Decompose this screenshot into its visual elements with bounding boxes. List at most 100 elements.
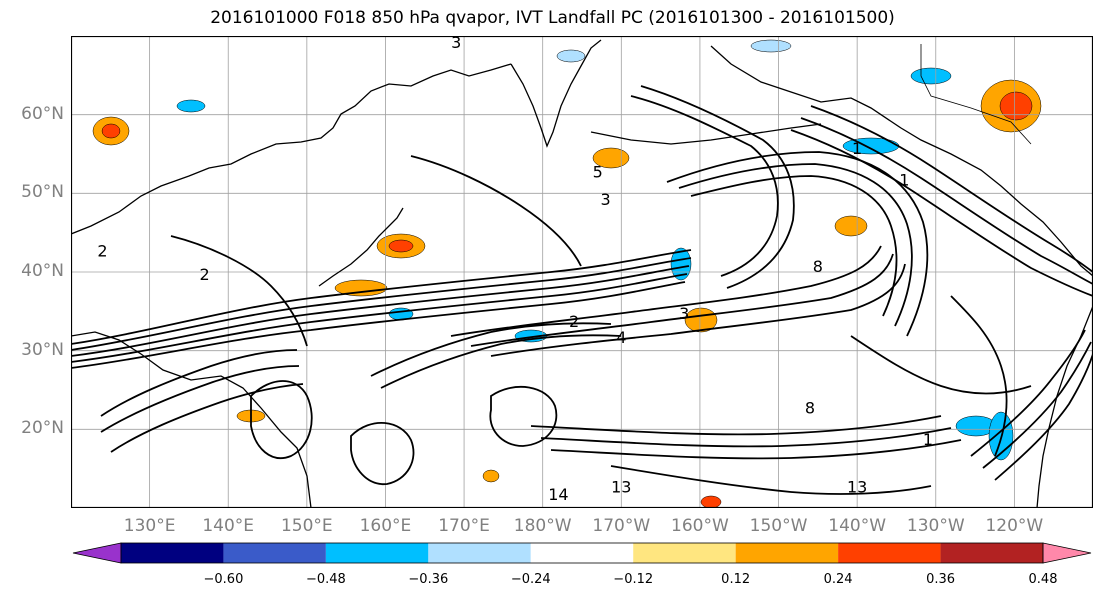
contour-labels: 3 2 2 5 3 1 1 8 2 4 3 14 1 8 13 13 — [97, 36, 933, 504]
coastline-kamchatka — [510, 39, 602, 148]
qvapor-anomaly-patch — [556, 49, 586, 63]
longitude-tick-label: 120°W — [985, 516, 1044, 536]
qvapor-anomaly-patch — [101, 123, 121, 139]
contour-label: 2 — [200, 265, 210, 284]
qvapor-anomaly-patch — [388, 239, 414, 253]
qvapor-anomaly-patch — [910, 67, 952, 85]
coastline-asia — [71, 63, 512, 235]
contour-tropic-3 — [550, 439, 962, 460]
contour-label: 3 — [451, 36, 461, 52]
contour-loop-2 — [350, 421, 415, 485]
longitude-tick-label: 140°E — [202, 516, 255, 536]
chart-title: 2016101000 F018 850 hPa qvapor, IVT Land… — [210, 8, 895, 28]
contour-jet-4 — [71, 273, 688, 363]
latitude-tick-label: 50°N — [21, 182, 64, 203]
ivt-contours — [71, 85, 1093, 495]
coastline-china — [71, 331, 312, 508]
contour-east-1 — [970, 329, 1086, 457]
colorbar-extend-min — [72, 542, 122, 564]
contour-arc-1 — [690, 175, 898, 317]
colorbar-extend-max — [1042, 542, 1092, 564]
colorbar-cell — [940, 543, 1043, 563]
contour-label: 3 — [600, 190, 610, 209]
colorbar-cell — [121, 543, 224, 563]
contour-label: 8 — [805, 399, 815, 418]
coastlines — [71, 39, 1093, 508]
colorbar-tick-label: −0.24 — [510, 572, 551, 587]
qvapor-anomaly-patch — [592, 147, 630, 169]
contour-west-1 — [100, 349, 298, 417]
contour-west-2 — [100, 365, 300, 433]
longitude-tick-label: 150°W — [749, 516, 808, 536]
contour-east-2 — [982, 341, 1092, 469]
qvapor-anomaly-patch — [750, 39, 792, 53]
contour-label: 1 — [899, 170, 909, 189]
contour-east-3 — [994, 353, 1093, 481]
colorbar-cell — [735, 543, 839, 563]
contour-jet-2 — [71, 257, 692, 351]
longitude-tick-label: 170°W — [592, 516, 651, 536]
coastline-aleutians — [590, 123, 822, 145]
contour-label: 1 — [923, 430, 933, 449]
qvapor-anomaly-patch — [834, 215, 868, 237]
contour-label: 2 — [97, 241, 107, 260]
contour-label: 2 — [569, 312, 579, 331]
colorbar-tick-label: −0.60 — [203, 572, 244, 587]
contour-arc-3 — [666, 151, 929, 337]
colorbar-outline — [120, 542, 1044, 564]
colorbar-cell — [838, 543, 941, 563]
longitude-tick-label: 130°W — [906, 516, 965, 536]
contour-label: 5 — [593, 163, 603, 182]
contour-misc-3 — [950, 295, 1008, 457]
longitude-tick-label: 170°E — [438, 516, 490, 536]
contour-tropic-1 — [530, 415, 942, 436]
contour-loop-3 — [489, 385, 558, 447]
contour-south-1 — [450, 245, 882, 337]
contour-north-2 — [640, 85, 795, 289]
colorbar — [72, 542, 1092, 564]
contour-label: 3 — [679, 304, 689, 323]
contour-west-3 — [110, 383, 304, 453]
colorbar-tick-label: 0.36 — [926, 572, 956, 587]
colorbar-cell — [223, 543, 326, 563]
contour-label: 13 — [611, 477, 631, 496]
colorbar-tick-label: −0.48 — [305, 572, 346, 587]
latitude-tick-label: 40°N — [21, 261, 64, 281]
map-frame — [71, 36, 1093, 508]
contour-label: 8 — [813, 257, 823, 276]
latitude-tick-label: 20°N — [21, 418, 64, 439]
colorbar-cells — [72, 542, 1092, 564]
colorbar-cell — [325, 543, 429, 563]
contour-jet-3 — [71, 265, 690, 357]
contour-alaska-1 — [810, 105, 1093, 273]
contour-jet-5 — [71, 281, 686, 369]
longitude-tick-label: 180°W — [513, 516, 572, 536]
contour-tropic-4 — [610, 465, 932, 495]
contour-label: 1 — [852, 139, 862, 158]
qvapor-anomaly-patch — [334, 279, 388, 297]
latitude-tick-label: 60°N — [21, 103, 64, 124]
qvapor-anomaly-patch — [176, 99, 206, 113]
coastline-border — [920, 44, 1032, 145]
longitude-tick-label: 140°W — [828, 516, 887, 536]
contour-arc-2 — [678, 163, 913, 327]
contour-label: 4 — [616, 328, 626, 347]
contour-alaska-3 — [790, 129, 1093, 297]
contour-south-2 — [470, 253, 894, 347]
contour-alaska-2 — [800, 117, 1093, 285]
contour-misc-4 — [850, 335, 1032, 395]
contour-label: 14 — [548, 485, 568, 504]
contour-north-1 — [630, 95, 779, 277]
contour-jet-1 — [71, 249, 692, 345]
longitude-tick-label: 160°W — [671, 516, 729, 536]
colorbar-tick-label: 0.48 — [1028, 572, 1058, 587]
colorbar-tick-label: −0.36 — [408, 572, 449, 587]
contour-mid-1 — [370, 322, 612, 377]
qvapor-anomaly-patch — [482, 469, 500, 483]
colorbar-tick-label: −0.12 — [613, 572, 654, 587]
longitude-tick-label: 150°E — [280, 516, 333, 536]
qvapor-anomaly-patch — [999, 91, 1033, 121]
contour-loop-1 — [250, 380, 313, 459]
latitude-tick-label: 30°N — [21, 339, 64, 360]
map-panel: 3 2 2 5 3 1 1 8 2 4 3 14 1 8 13 13 — [71, 36, 1093, 508]
